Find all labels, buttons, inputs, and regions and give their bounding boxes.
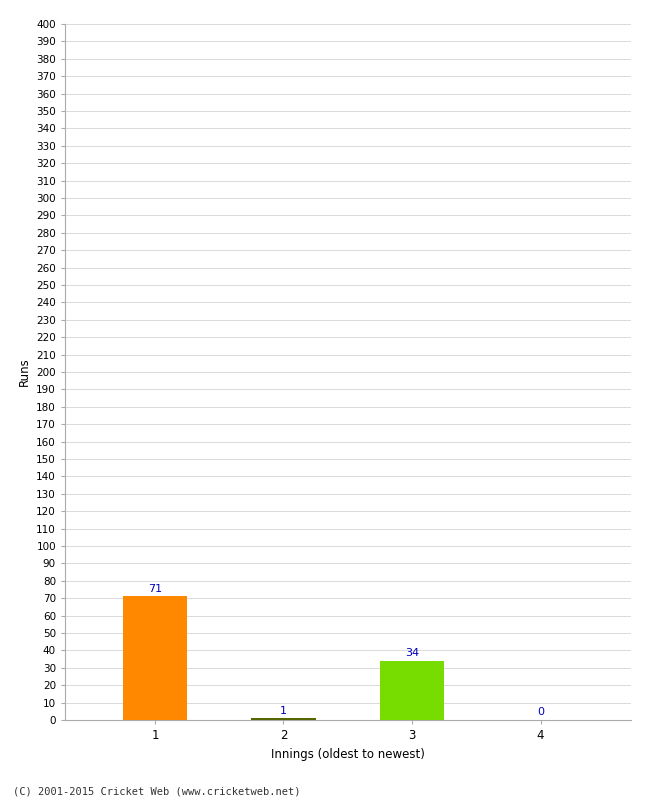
X-axis label: Innings (oldest to newest): Innings (oldest to newest) [271,747,424,761]
Text: 1: 1 [280,706,287,716]
Bar [123,597,187,720]
Text: 0: 0 [537,707,544,718]
Text: 34: 34 [405,648,419,658]
Bar [252,718,316,720]
Text: 71: 71 [148,584,162,594]
Y-axis label: Runs: Runs [18,358,31,386]
Text: (C) 2001-2015 Cricket Web (www.cricketweb.net): (C) 2001-2015 Cricket Web (www.cricketwe… [13,786,300,796]
Bar [380,661,444,720]
